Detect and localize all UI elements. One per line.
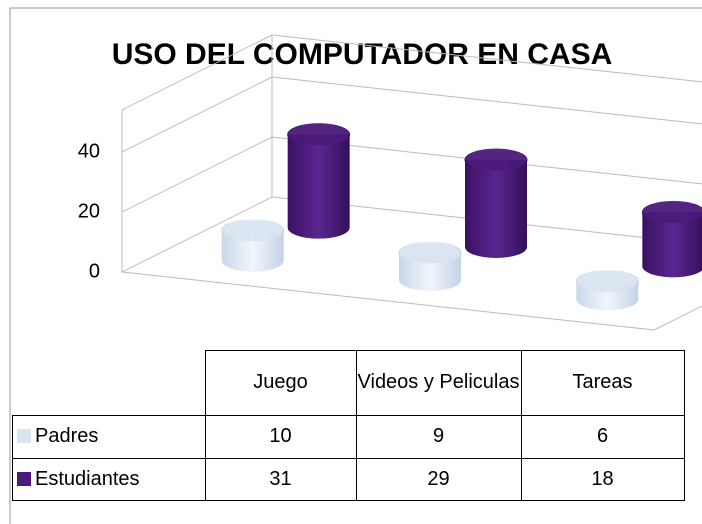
table-value: 9 (355, 414, 522, 459)
table-value: 10 (204, 414, 357, 459)
chart-title: USO DEL COMPUTADOR EN CASA (112, 38, 613, 71)
category-header: Juego (204, 350, 357, 416)
cylinder (398, 241, 462, 291)
legend-key (17, 429, 31, 443)
cylinder (287, 123, 351, 239)
legend-entry: Padres (12, 414, 206, 459)
cylinder-top (641, 200, 702, 224)
cylinder (575, 269, 639, 311)
grid-line (271, 76, 702, 125)
cylinder-body (642, 212, 702, 278)
cylinder-top (287, 123, 351, 147)
grid-line (121, 76, 273, 153)
table-value: 29 (355, 457, 522, 501)
floor-edge (121, 271, 655, 331)
grid-line (121, 136, 273, 213)
category-header: Tareas (520, 350, 685, 416)
cylinder-top (464, 148, 528, 172)
cylinder-body (221, 230, 284, 272)
legend-entry: Estudiantes (12, 457, 206, 501)
table-value: 18 (520, 457, 685, 501)
cylinder-body (287, 134, 350, 239)
series-name: Estudiantes (35, 467, 140, 490)
cylinder-top (575, 269, 639, 293)
floor-edge (653, 305, 702, 331)
legend-key (17, 471, 31, 486)
cylinder-top (221, 219, 285, 243)
y-tick-label: 0 (89, 260, 100, 282)
wall-edge (121, 34, 273, 111)
cylinder (221, 219, 285, 272)
cylinder (641, 200, 702, 278)
wall-edge (271, 34, 702, 83)
category-header: Videos y Peliculas (355, 350, 522, 416)
y-tick-label: 40 (78, 140, 100, 162)
cylinder (464, 148, 528, 258)
table-value: 31 (204, 457, 357, 501)
data-table: Juego Videos y Peliculas Tareas Padres 10 9 6… (12, 350, 685, 501)
chart-border (9, 7, 702, 524)
grid-line (271, 136, 702, 185)
cylinder-body (465, 160, 527, 258)
y-tick-label: 20 (78, 200, 100, 222)
cylinder-top (398, 241, 462, 265)
plot-area: 0 20 40 (78, 34, 702, 331)
grid-line (271, 196, 702, 245)
table-value: 6 (520, 414, 685, 459)
series-name: Padres (35, 425, 99, 447)
grid-line (121, 196, 273, 273)
